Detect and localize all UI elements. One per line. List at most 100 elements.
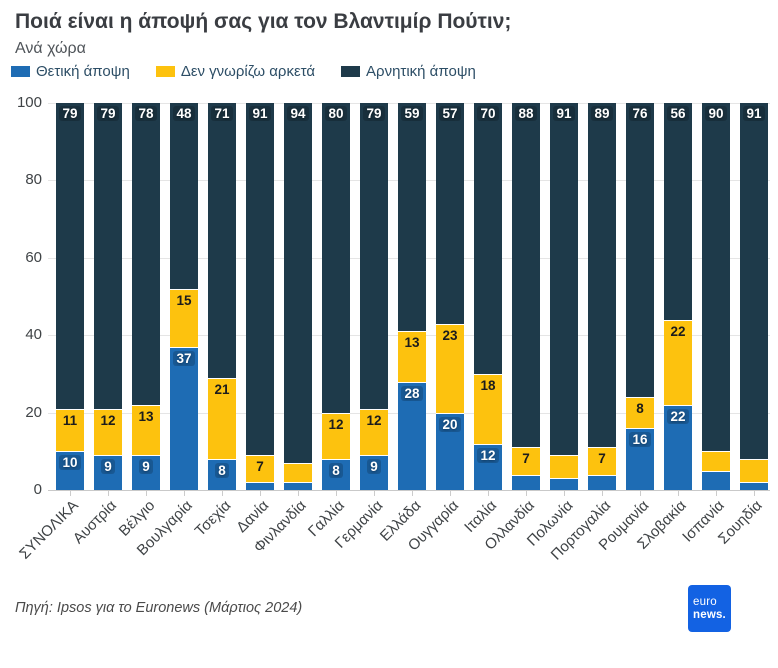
segment-dont-know-ΣΥΝΟΛΙΚΑ: 11: [56, 408, 84, 452]
legend-swatch-icon: [341, 66, 361, 77]
segment-negative-Σλοβακία: 56: [664, 103, 692, 320]
segment-value-label: 28: [398, 385, 426, 401]
segment-value-label: 15: [176, 292, 192, 308]
x-axis-tick: [450, 491, 451, 496]
segment-negative-Φινλανδία: 94: [284, 103, 312, 463]
segment-dont-know-Ελλάδα: 13: [398, 331, 426, 382]
segment-positive-Γαλλία: 8: [322, 459, 350, 490]
stacked-bar-chart: 0 20 40 60 80 100 79 11 10 79 12 9 78 13 9 48 15 37 71 21 8 9…: [16, 94, 770, 564]
y-axis-tick-label: 60: [25, 248, 42, 266]
segment-dont-know-Ουγγαρία: 23: [436, 323, 464, 413]
segment-value-label: 11: [62, 412, 78, 428]
bar-Ελλάδα: 59 13 28: [398, 103, 426, 496]
chart-title: Ποιά είναι η άποψή σας για τον Βλαντιμίρ…: [15, 10, 512, 33]
segment-negative-Γερμανία: 79: [360, 103, 388, 409]
x-axis-tick: [678, 491, 679, 496]
segment-value-label: 91: [740, 106, 768, 122]
bar-Πορτογαλία: 89 7: [588, 103, 616, 496]
segment-positive-Τσεχία: 8: [208, 459, 236, 490]
segment-positive-Πορτογαλία: [588, 474, 616, 490]
segment-negative-Γαλλία: 80: [322, 103, 350, 413]
x-axis-tick: [564, 491, 565, 496]
legend-label: Αρνητική άποψη: [366, 63, 476, 80]
bar-Βέλγιο: 78 13 9: [132, 103, 160, 496]
segment-dont-know-Βουλγαρία: 15: [170, 288, 198, 347]
bar-Δανία: 91 7: [246, 103, 274, 496]
segment-positive-Βέλγιο: 9: [132, 455, 160, 490]
chart-subtitle: Ανά χώρα: [15, 40, 86, 57]
y-axis-tick-label: 0: [33, 481, 42, 498]
legend-item-2: Δεν γνωρίζω αρκετά: [155, 63, 315, 80]
bar-Βουλγαρία: 48 15 37: [170, 103, 198, 496]
segment-dont-know-Ιταλία: 18: [474, 373, 502, 444]
segment-dont-know-Ισπανία: [702, 451, 730, 471]
bar-Φινλανδία: 94: [284, 103, 312, 496]
segment-value-label: 8: [322, 463, 350, 479]
bar-Τσεχία: 71 21 8: [208, 103, 236, 496]
segment-value-label: 79: [360, 106, 388, 122]
segment-positive-Σουηδία: [740, 482, 768, 490]
segment-negative-Ελλάδα: 59: [398, 103, 426, 332]
x-axis-tick: [146, 491, 147, 496]
source-attribution: Πηγή: Ipsos για το Euronews (Μάρτιος 202…: [15, 600, 303, 616]
segment-negative-Τσεχία: 71: [208, 103, 236, 378]
segment-negative-Ολλανδία: 88: [512, 103, 540, 448]
x-axis-tick: [70, 491, 71, 496]
legend-item-1: Θετική άποψη: [11, 63, 130, 80]
segment-positive-Βουλγαρία: 37: [170, 346, 198, 490]
segment-value-label: 8: [636, 401, 644, 417]
segment-value-label: 71: [208, 106, 236, 122]
segment-positive-Ρουμανία: 16: [626, 428, 654, 490]
segment-value-label: 7: [598, 451, 606, 467]
segment-value-label: 70: [474, 106, 502, 122]
segment-positive-Αυστρία: 9: [94, 455, 122, 490]
segment-negative-Αυστρία: 79: [94, 103, 122, 409]
bar-Σουηδία: 91: [740, 103, 768, 496]
segment-negative-Βουλγαρία: 48: [170, 103, 198, 289]
segment-negative-Ισπανία: 90: [702, 103, 730, 452]
bar-Ουγγαρία: 57 23 20: [436, 103, 464, 496]
segment-positive-Ισπανία: [702, 470, 730, 490]
segment-value-label: 9: [94, 459, 122, 475]
segment-value-label: 7: [522, 451, 530, 467]
segment-positive-Φινλανδία: [284, 482, 312, 490]
legend-label: Θετική άποψη: [36, 63, 130, 80]
segment-value-label: 7: [256, 459, 264, 475]
x-axis-tick: [716, 491, 717, 496]
x-axis-tick: [412, 491, 413, 496]
x-axis-tick: [184, 491, 185, 496]
segment-dont-know-Γερμανία: 12: [360, 408, 388, 456]
segment-dont-know-Δανία: 7: [246, 455, 274, 483]
segment-value-label: 89: [588, 106, 616, 122]
segment-dont-know-Ρουμανία: 8: [626, 397, 654, 429]
legend-item-3: Αρνητική άποψη: [341, 63, 476, 80]
euronews-logo: euro news.: [688, 585, 731, 632]
bar-Γαλλία: 80 12 8: [322, 103, 350, 496]
segment-negative-Βέλγιο: 78: [132, 103, 160, 405]
segment-value-label: 9: [360, 459, 388, 475]
segment-value-label: 91: [246, 106, 274, 122]
segment-dont-know-Πορτογαλία: 7: [588, 447, 616, 475]
segment-value-label: 94: [284, 106, 312, 122]
segment-positive-Πολωνία: [550, 478, 578, 490]
segment-value-label: 13: [404, 335, 420, 351]
segment-negative-Πολωνία: 91: [550, 103, 578, 456]
segment-value-label: 56: [664, 106, 692, 122]
segment-negative-Πορτογαλία: 89: [588, 103, 616, 448]
segment-value-label: 21: [214, 381, 230, 397]
x-axis-tick: [602, 491, 603, 496]
bar-Ισπανία: 90: [702, 103, 730, 496]
segment-value-label: 18: [480, 377, 496, 393]
segment-positive-Ουγγαρία: 20: [436, 412, 464, 490]
segment-dont-know-Πολωνία: [550, 455, 578, 479]
gridline-y0: [48, 490, 770, 491]
segment-value-label: 12: [100, 412, 116, 428]
segment-negative-Σουηδία: 91: [740, 103, 768, 460]
segment-dont-know-Τσεχία: 21: [208, 377, 236, 460]
segment-value-label: 90: [702, 106, 730, 122]
segment-dont-know-Σουηδία: [740, 459, 768, 483]
x-axis-tick: [488, 491, 489, 496]
segment-value-label: 8: [208, 463, 236, 479]
euronews-logo-text-news: news.: [693, 608, 726, 621]
